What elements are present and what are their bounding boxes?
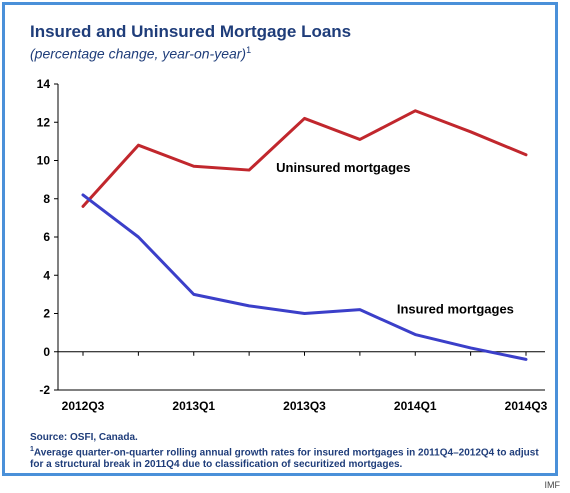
data-point [304,117,305,119]
data-point [470,347,472,349]
footnote-body: Average quarter-on-quarter rolling annua… [30,447,539,471]
x-tick-label: 2012Q3 [62,399,105,413]
series-labels: Uninsured mortgages Insured mortgages [276,160,514,317]
y-tick-label: 10 [37,154,51,168]
footnote-mark: 1 [30,446,34,453]
credit-label: IMF [544,480,561,490]
subtitle-text: (percentage change, year-on-year) [30,45,247,62]
y-axis-ticks: -2 0 2 4 6 8 10 12 14 [37,77,58,397]
uninsured-series-label: Uninsured mortgages [276,160,410,175]
insured-series-line [81,193,528,361]
data-point [193,165,195,167]
x-tick-label: 2013Q1 [172,399,215,413]
source-text: Source: OSFI, Canada. [30,432,138,443]
data-point [525,154,527,156]
x-tick-label: 2013Q3 [283,399,326,413]
data-point [248,305,250,307]
axes [57,84,545,391]
chart-subtitle: (percentage change, year-on-year)1 [30,45,251,62]
data-point [359,309,361,311]
chart-frame [2,2,558,476]
footnote: Source: OSFI, Canada. 1Average quarter-o… [30,432,550,471]
y-tick-label: 8 [43,192,50,206]
data-point [137,236,139,238]
data-point [414,110,416,112]
uninsured-series-line [81,109,528,208]
subtitle-footnote-mark: 1 [246,45,252,55]
y-tick-label: 4 [43,268,50,282]
y-tick-label: 0 [43,345,50,359]
data-point [414,334,416,336]
data-point [82,205,84,207]
x-tick-label: 2014Q3 [505,399,548,413]
insured-series-label: Insured mortgages [397,302,514,317]
x-axis-ticks: 2012Q3 2013Q1 2013Q3 2014Q1 2014Q3 [62,351,548,413]
y-tick-label: 14 [37,77,51,91]
x-tick-label: 2014Q1 [394,399,437,413]
y-tick-label: 6 [43,230,50,244]
series-layer [81,109,528,361]
data-point [248,169,250,171]
data-point [470,131,472,133]
data-point [137,144,139,146]
chart-title: Insured and Uninsured Mortgage Loans [30,22,352,41]
y-tick-label: 2 [43,307,50,321]
y-tick-label: 12 [37,115,51,129]
data-point [359,138,361,140]
data-point [82,194,84,196]
data-point [525,358,527,360]
footnote-text: 1Average quarter-on-quarter rolling annu… [30,444,550,471]
data-point [304,313,305,314]
y-tick-label: -2 [39,383,50,397]
data-point [193,293,195,295]
